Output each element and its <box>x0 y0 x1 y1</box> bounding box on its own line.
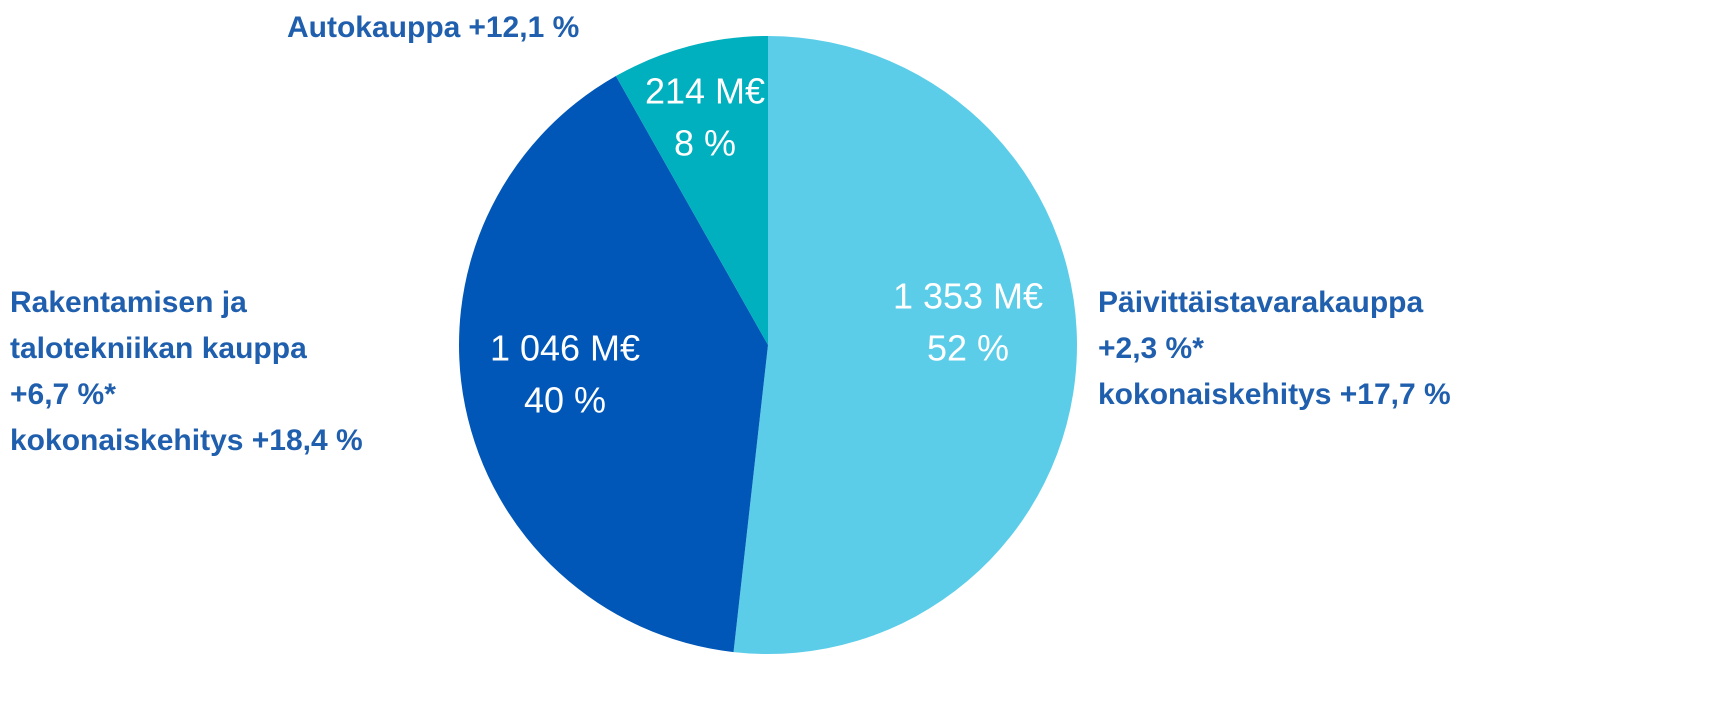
category-note: +6,7 %* <box>10 378 116 411</box>
percent-label: 8 % <box>674 123 736 164</box>
category-note: kokonaiskehitys +18,4 % <box>10 424 363 457</box>
category-note: +12,1 % <box>468 11 580 44</box>
pie-slice <box>733 36 1077 654</box>
category-label: Päivittäistavarakauppa +2,3 %* kokonaiskeh… <box>1098 280 1698 418</box>
category-label: Rakentamisen ja talotekniikan kauppa +6,7… <box>10 280 410 464</box>
percent-label: 52 % <box>927 328 1009 369</box>
percent-label: 40 % <box>524 380 606 421</box>
value-label: 1 046 M€ <box>490 328 640 369</box>
value-label: 214 M€ <box>645 71 765 112</box>
category-label: Autokauppa +12,1 % <box>287 5 987 51</box>
category-name: Päivittäistavarakauppa <box>1098 286 1424 319</box>
category-name: Autokauppa <box>287 11 461 44</box>
pie-slice <box>615 36 768 345</box>
category-note: +2,3 %* <box>1098 332 1204 365</box>
pie-slice <box>458 76 768 653</box>
category-name: Rakentamisen ja talotekniikan kauppa <box>10 286 307 365</box>
value-label: 1 353 M€ <box>893 276 1043 317</box>
category-note: kokonaiskehitys +17,7 % <box>1098 378 1451 411</box>
